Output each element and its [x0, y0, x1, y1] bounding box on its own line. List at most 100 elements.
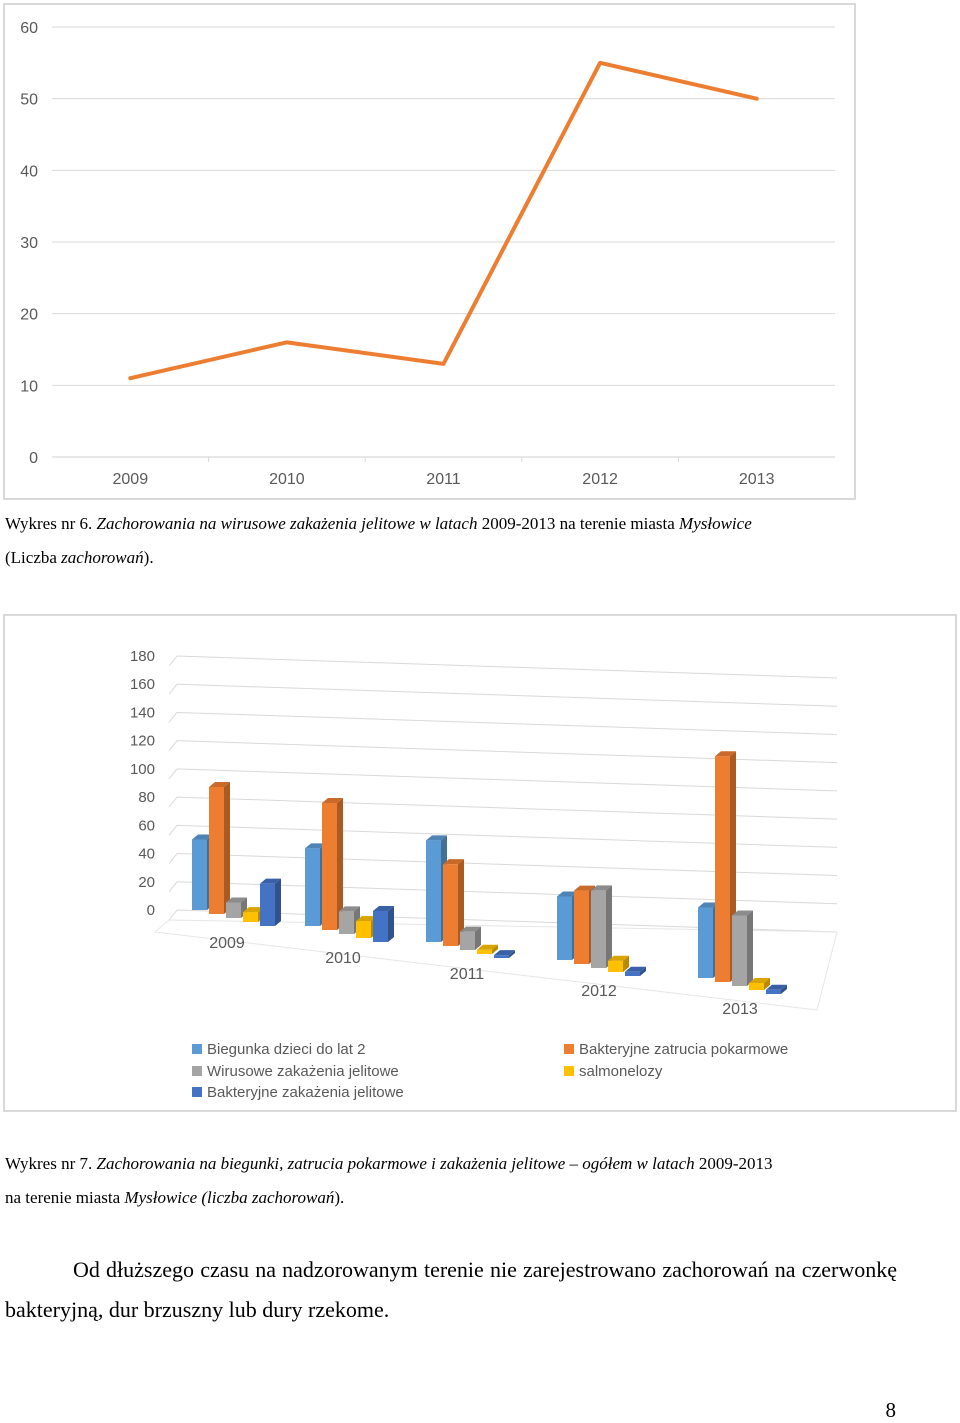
y-tick-label: 10 — [20, 378, 38, 395]
y-tick-label: 140 — [130, 704, 155, 721]
x-tick-label: 2010 — [325, 950, 361, 967]
bar-front — [557, 897, 572, 961]
caption-prefix: Wykres nr 7. — [5, 1154, 97, 1173]
bar — [209, 782, 230, 914]
legend-label: Bakteryjne zatrucia pokarmowe — [579, 1041, 788, 1058]
y-tick-label: 0 — [147, 902, 155, 919]
x-tick-label: 2009 — [209, 935, 245, 952]
legend-swatch — [564, 1066, 574, 1076]
chart-caption-6: Wykres nr 6. Zachorowania na wirusowe za… — [5, 507, 955, 575]
y-tick-label: 120 — [130, 733, 155, 750]
y-tick-label: 30 — [20, 235, 38, 252]
gridline-side — [169, 656, 177, 666]
gridline — [177, 769, 837, 791]
y-tick-label: 80 — [138, 789, 155, 806]
bar — [322, 798, 343, 930]
bar-side — [275, 879, 281, 926]
gridline-side — [169, 854, 177, 864]
bar-side — [224, 782, 230, 914]
x-tick-label: 2013 — [722, 1001, 758, 1018]
bar — [732, 910, 753, 986]
bar-front — [243, 912, 258, 922]
bar — [494, 950, 515, 958]
bar-front — [460, 932, 475, 950]
gridline-side — [169, 882, 177, 892]
bar-front — [226, 902, 241, 918]
bar-front — [209, 787, 224, 914]
gridline — [177, 741, 837, 763]
bar-front — [766, 990, 781, 994]
body-paragraph: Od dłuższego czasu na nadzorowanym teren… — [5, 1250, 897, 1330]
x-tick-label: 2009 — [113, 471, 149, 488]
bar-front — [443, 864, 458, 946]
x-tick-label: 2012 — [581, 983, 617, 1000]
y-tick-label: 20 — [138, 874, 155, 891]
bar-front — [373, 911, 388, 942]
bar — [460, 927, 481, 950]
caption-prefix: Wykres nr 6. — [5, 514, 97, 533]
bar-front — [426, 840, 441, 942]
bar-front — [192, 839, 207, 910]
legend-swatch — [192, 1044, 202, 1054]
legend-label: Wirusowe zakażenia jelitowe — [207, 1063, 399, 1080]
caption-mid: na terenie miasta — [555, 514, 679, 533]
legend-swatch — [564, 1044, 574, 1054]
y-tick-label: 40 — [138, 846, 155, 863]
caption-line2-end: ). — [334, 1188, 344, 1207]
caption-city: Mysłowice — [679, 514, 752, 533]
gridline-side — [169, 741, 177, 751]
page-number: 8 — [886, 1398, 897, 1423]
caption-line2-start: na terenie miasta — [5, 1188, 124, 1207]
bar — [608, 956, 629, 972]
gridline — [177, 656, 837, 678]
legend-swatch — [192, 1066, 202, 1076]
bar-side — [747, 910, 753, 986]
series-line — [130, 63, 756, 378]
bar-front — [591, 890, 606, 968]
x-tick-label: 2011 — [426, 471, 461, 488]
x-tick-label: 2010 — [269, 471, 305, 488]
bar-front — [305, 848, 320, 926]
legend-label: Biegunka dzieci do lat 2 — [207, 1041, 365, 1058]
bar-chart-3d: 0204060801001201401601802009201020112012… — [5, 616, 959, 1114]
gridline — [177, 712, 837, 734]
bar-side — [606, 885, 612, 968]
bar-front — [339, 911, 354, 934]
bar-front — [322, 803, 337, 930]
gridline-side — [169, 825, 177, 835]
y-tick-label: 160 — [130, 676, 155, 693]
gridline-side — [169, 712, 177, 722]
gridline — [177, 854, 837, 876]
caption-line2-italic: Mysłowice (liczba zachorowań — [124, 1188, 334, 1207]
bar-front — [356, 921, 371, 938]
gridline — [177, 684, 837, 706]
legend-label: salmonelozy — [579, 1063, 663, 1080]
bar — [591, 885, 612, 968]
caption-line2-start: (Liczba — [5, 548, 61, 567]
bar — [260, 879, 281, 926]
gridline-side — [169, 910, 177, 920]
bar-front — [608, 961, 623, 972]
bar-front — [260, 884, 275, 926]
bar-front — [625, 972, 640, 976]
x-tick-label: 2013 — [739, 471, 775, 488]
x-tick-label: 2011 — [450, 966, 485, 983]
y-tick-label: 50 — [20, 92, 38, 109]
bar-front — [574, 891, 589, 964]
bar-front — [715, 756, 730, 982]
caption-title: Zachorowania na biegunki, zatrucia pokar… — [97, 1154, 699, 1173]
bar-front — [698, 907, 713, 978]
caption-years: 2009-2013 — [699, 1154, 773, 1173]
y-tick-label: 180 — [130, 648, 155, 665]
y-tick-label: 0 — [29, 450, 38, 467]
gridline — [177, 797, 837, 819]
bar-front — [477, 950, 492, 954]
caption-line2-end: ). — [144, 548, 154, 567]
bar — [373, 906, 394, 942]
y-tick-label: 100 — [130, 761, 155, 778]
bar-front — [732, 915, 747, 986]
bar — [477, 945, 498, 954]
legend-label: Bakteryjne zakażenia jelitowe — [207, 1084, 404, 1101]
